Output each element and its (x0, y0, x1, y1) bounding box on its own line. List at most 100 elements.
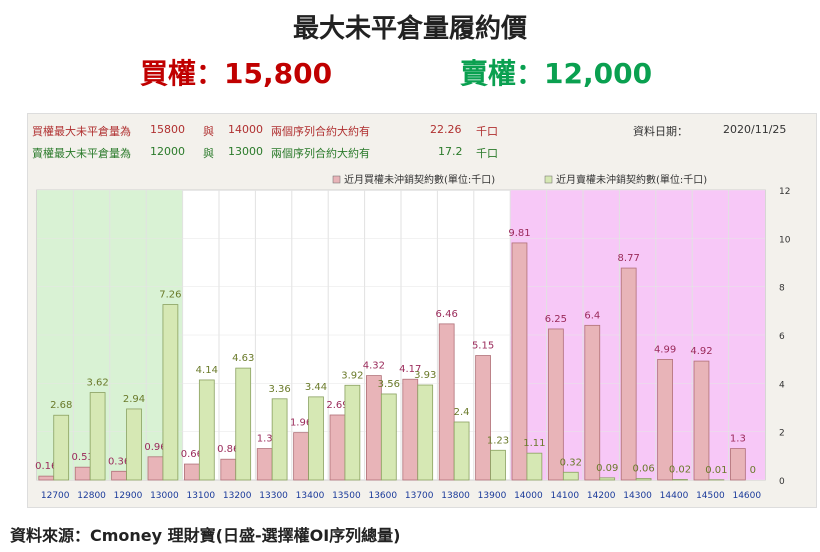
bar-put-13600 (380, 393, 397, 481)
data-label-put-12900: 2.94 (123, 394, 145, 405)
x-tick-label: 13500 (332, 491, 361, 501)
data-source: 資料來源：Cmoney 理財寶(日盛-選擇權OI序列總量) (10, 526, 401, 545)
x-tick-label: 13100 (186, 491, 215, 501)
data-label-put-13000: 7.26 (159, 290, 181, 301)
y-tick-label: 10 (779, 235, 791, 245)
call-info-desc: 兩個序列合約大約有 (271, 125, 370, 138)
data-label-call-13500: 2.69 (326, 400, 348, 411)
bar-call-14300 (620, 267, 637, 481)
bar-call-12900 (111, 470, 127, 481)
call-info-unit: 千口 (476, 125, 498, 138)
bar-call-13200 (220, 458, 237, 481)
bar-put-13000 (162, 304, 179, 481)
x-tick-label: 13600 (368, 491, 397, 501)
bar-call-13400 (293, 432, 309, 481)
bar-put-12700 (53, 414, 70, 481)
data-label-put-13200: 4.63 (232, 353, 254, 364)
x-tick-label: 13200 (223, 491, 252, 501)
x-tick-label: 13800 (441, 491, 470, 501)
x-tick-label: 12700 (41, 491, 70, 501)
data-label-put-14600: 0 (750, 465, 756, 476)
data-date: 2020/11/25 (723, 123, 787, 136)
legend-label-put: 近月賣權未沖銷契約數(單位:千口) (556, 173, 707, 186)
put-info-and: 與 (203, 147, 214, 160)
y-tick-label: 0 (779, 477, 785, 487)
bar-call-14200 (584, 324, 601, 481)
data-label-call-14400: 4.99 (654, 344, 676, 355)
data-label-call-13100: 0.66 (181, 449, 203, 460)
y-tick-label: 8 (779, 284, 785, 294)
data-label-put-13600: 3.56 (378, 379, 400, 390)
data-label-call-13300: 1.3 (257, 434, 273, 445)
data-label-call-12900: 0.36 (108, 456, 130, 467)
bar-call-14400 (657, 359, 673, 481)
data-label-put-14100: 0.32 (560, 457, 582, 468)
data-label-call-13200: 0.86 (217, 444, 239, 455)
bar-put-13800 (453, 421, 470, 481)
bar-put-14100 (562, 471, 579, 481)
call-max-oi-label: 買權：15,800 (140, 57, 333, 90)
x-tick-label: 13700 (405, 491, 434, 501)
call-info-value: 22.26 (430, 123, 462, 136)
data-label-put-12800: 3.62 (86, 378, 108, 389)
bar-call-14000 (511, 242, 528, 481)
x-tick-label: 14000 (514, 491, 543, 501)
bar-call-13000 (147, 456, 164, 481)
y-tick-label: 6 (779, 332, 785, 342)
chart-title: 最大未平倉量履約價 (292, 14, 527, 44)
bar-put-13500 (344, 384, 361, 481)
x-tick-label: 14500 (696, 491, 725, 501)
x-tick-label: 14100 (550, 491, 579, 501)
data-label-put-13700: 3.93 (414, 370, 436, 381)
bar-put-13200 (235, 367, 252, 481)
bar-put-14000 (526, 452, 543, 481)
call-info-strike1: 15800 (150, 123, 185, 136)
put-info-desc: 兩個序列合約大約有 (271, 147, 370, 160)
data-label-put-14200: 0.09 (596, 463, 618, 474)
data-label-call-14200: 6.4 (584, 310, 600, 321)
x-tick-label: 13000 (150, 491, 179, 501)
x-tick-label: 14300 (623, 491, 652, 501)
call-info-and: 與 (203, 125, 214, 138)
x-tick-label: 12900 (114, 491, 143, 501)
bar-put-12900 (126, 408, 142, 481)
data-label-put-13300: 3.36 (268, 384, 290, 395)
bar-call-13800 (438, 323, 455, 481)
data-label-put-13800: 2.4 (454, 407, 470, 418)
bar-call-13300 (256, 448, 273, 481)
legend-swatch-call (332, 175, 341, 184)
data-label-put-14300: 0.06 (632, 464, 654, 475)
data-label-call-13900: 5.15 (472, 341, 494, 352)
bar-call-13100 (184, 463, 200, 481)
put-max-oi-label: 賣權：12,000 (460, 57, 653, 90)
y-tick-label: 12 (779, 187, 790, 197)
data-label-call-13000: 0.96 (144, 442, 166, 453)
bar-call-14600 (730, 448, 746, 481)
data-label-put-13500: 3.92 (341, 370, 363, 381)
data-label-put-14000: 1.11 (523, 438, 545, 449)
put-info-prefix: 賣權最大未平倉量為 (32, 147, 131, 160)
put-info-unit: 千口 (476, 147, 498, 160)
bar-put-13700 (417, 384, 434, 481)
bar-put-13100 (198, 379, 215, 481)
data-label-put-13100: 4.14 (196, 365, 218, 376)
call-info-prefix: 買權最大未平倉量為 (32, 125, 131, 138)
x-tick-label: 12800 (77, 491, 106, 501)
bar-put-12800 (89, 392, 106, 481)
put-info-value: 17.2 (438, 145, 463, 158)
x-tick-label: 14600 (732, 491, 761, 501)
data-label-put-13900: 1.23 (487, 435, 509, 446)
data-label-call-12700: 0.16 (35, 461, 57, 472)
x-tick-label: 13900 (478, 491, 507, 501)
call-info-strike2: 14000 (228, 123, 263, 136)
data-label-put-13400: 3.44 (305, 382, 327, 393)
bar-call-13500 (329, 414, 346, 481)
date-label: 資料日期： (633, 125, 688, 138)
bar-call-12800 (74, 466, 91, 481)
data-label-call-14500: 4.92 (690, 346, 712, 357)
data-label-call-13400: 1.96 (290, 418, 312, 429)
data-label-put-12700: 2.68 (50, 400, 72, 411)
bar-put-14300 (635, 478, 652, 481)
put-info-strike1: 12000 (150, 145, 185, 158)
